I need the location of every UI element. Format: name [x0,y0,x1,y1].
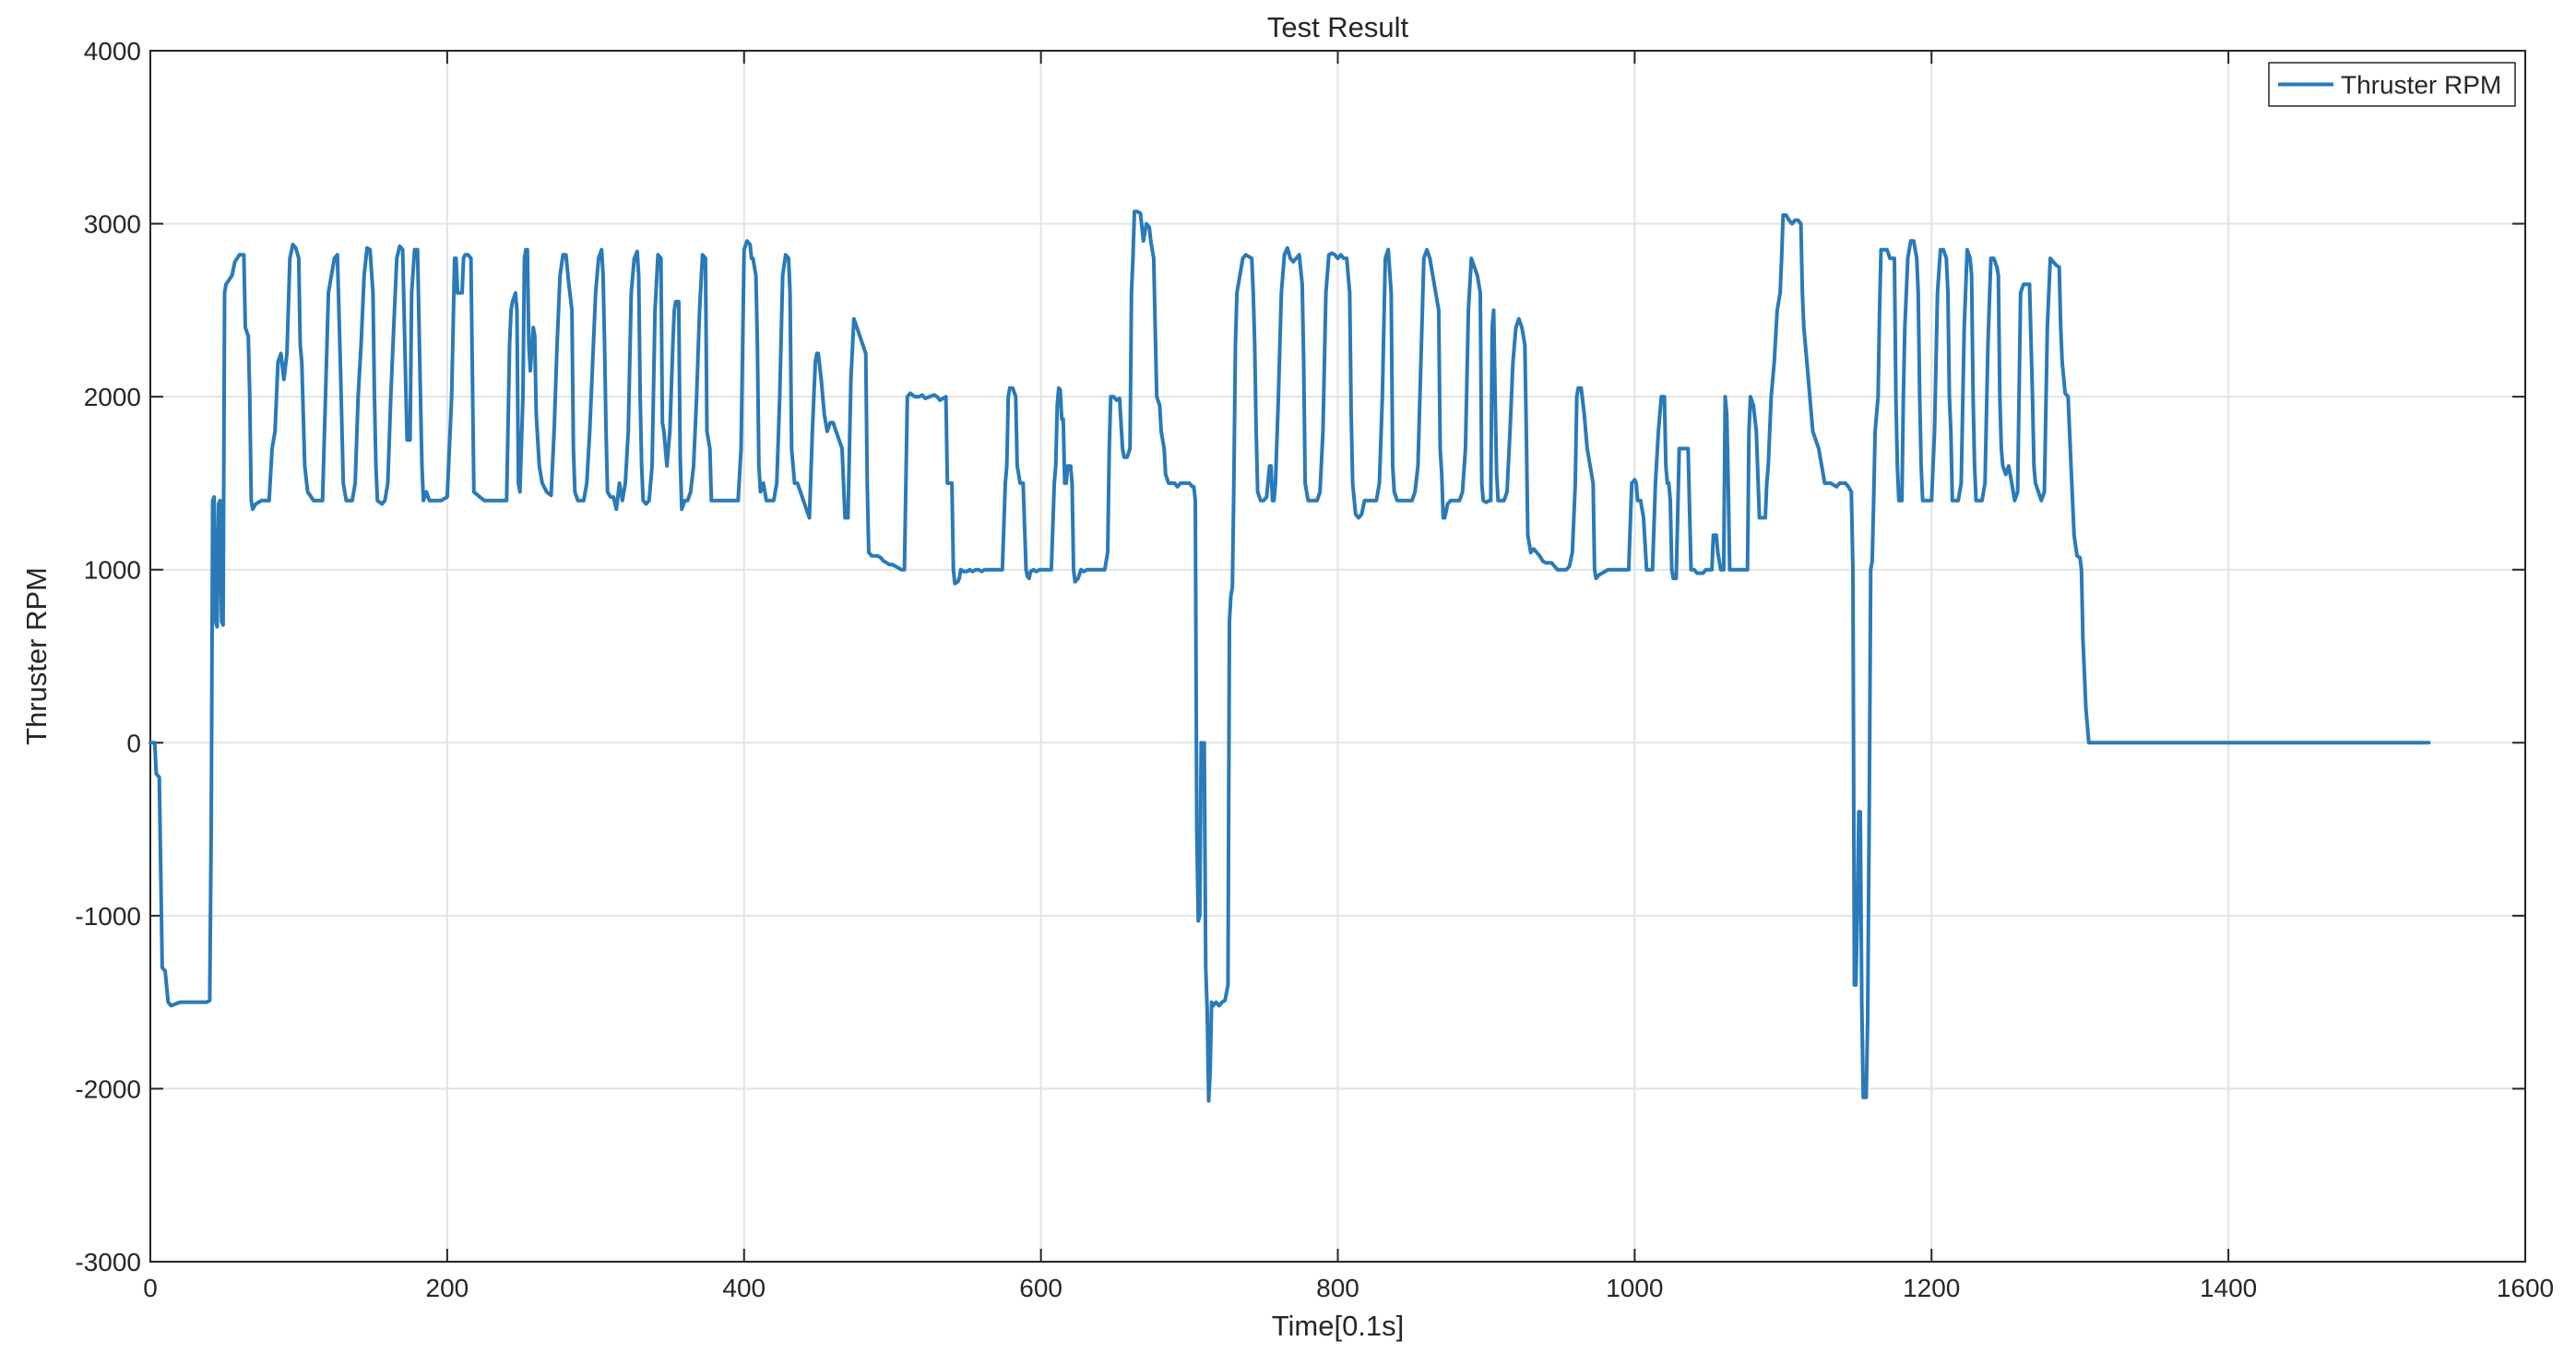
chart-title: Test Result [1267,11,1409,43]
x-tick-label: 600 [1019,1274,1062,1302]
x-tick-label: 400 [722,1274,766,1302]
x-tick-label: 800 [1316,1274,1359,1302]
x-axis-label: Time[0.1s] [1272,1310,1405,1342]
y-tick-label: -1000 [75,902,141,931]
legend: Thruster RPM [2268,62,2516,107]
y-tick-label: -3000 [75,1248,141,1276]
x-tick-label: 1000 [1606,1274,1663,1302]
y-tick-label: 1000 [84,556,141,585]
legend-label: Thruster RPM [2341,71,2501,100]
y-tick-label: 3000 [84,210,141,239]
y-tick-label: 2000 [84,383,141,411]
axis-ticks: 0 200 400 600 800 1000 1200 1400 1600 -3000 -2000 -… [75,37,2554,1302]
y-tick-label: -2000 [75,1074,141,1103]
x-tick-label: 1600 [2497,1274,2554,1302]
x-tick-label: 200 [426,1274,469,1302]
y-tick-label: 4000 [84,37,141,65]
series-line-thruster-rpm [148,209,2431,1103]
x-tick-label: 0 [143,1274,158,1302]
y-axis-label: Thruster RPM [20,567,53,745]
x-tick-label: 1200 [1903,1274,1960,1302]
y-tick-label: 0 [126,729,141,757]
x-tick-label: 1400 [2200,1274,2257,1302]
